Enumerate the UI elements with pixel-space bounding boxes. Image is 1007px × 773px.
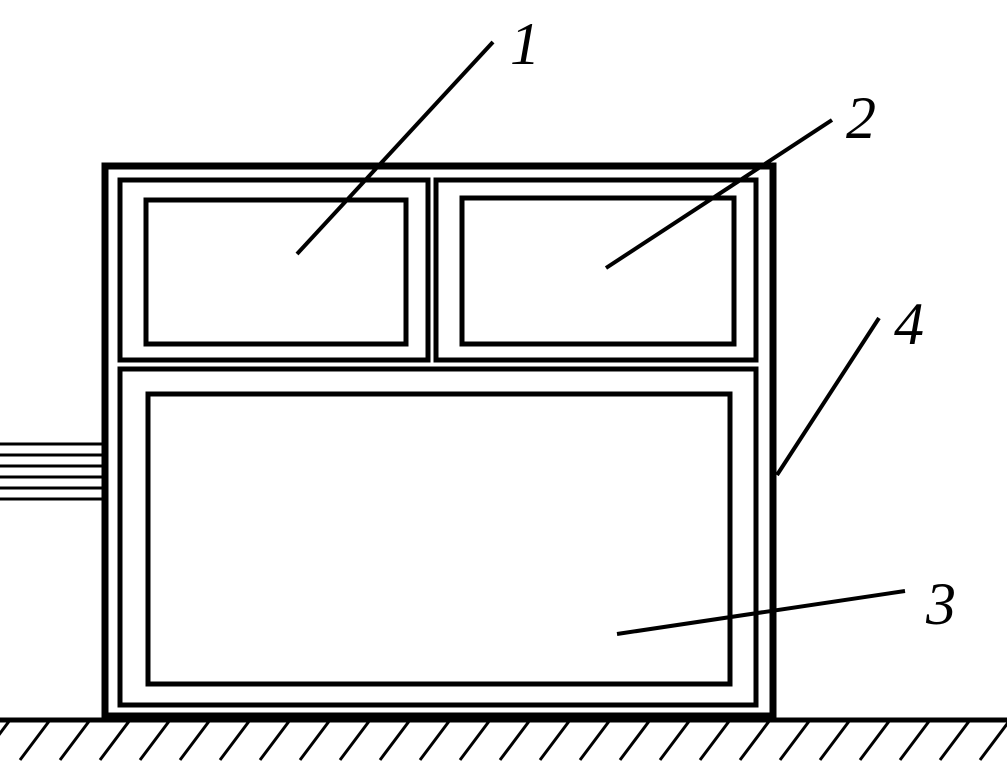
box-2-outer (436, 180, 756, 360)
box-1-inner (146, 200, 406, 344)
cable-lines (0, 444, 106, 499)
box-2-inner (462, 198, 734, 344)
ground-hatching (0, 720, 1007, 760)
outer-frame (105, 166, 773, 716)
label-3: 3 (926, 570, 956, 639)
label-4: 4 (894, 290, 924, 359)
box-1-outer (120, 180, 428, 360)
label-2: 2 (846, 84, 876, 153)
leader-4 (777, 318, 879, 475)
label-1: 1 (510, 10, 540, 79)
box-3-inner (148, 394, 730, 684)
box-3-outer (120, 369, 756, 705)
leader-3 (617, 591, 905, 634)
leader-2 (606, 120, 832, 268)
